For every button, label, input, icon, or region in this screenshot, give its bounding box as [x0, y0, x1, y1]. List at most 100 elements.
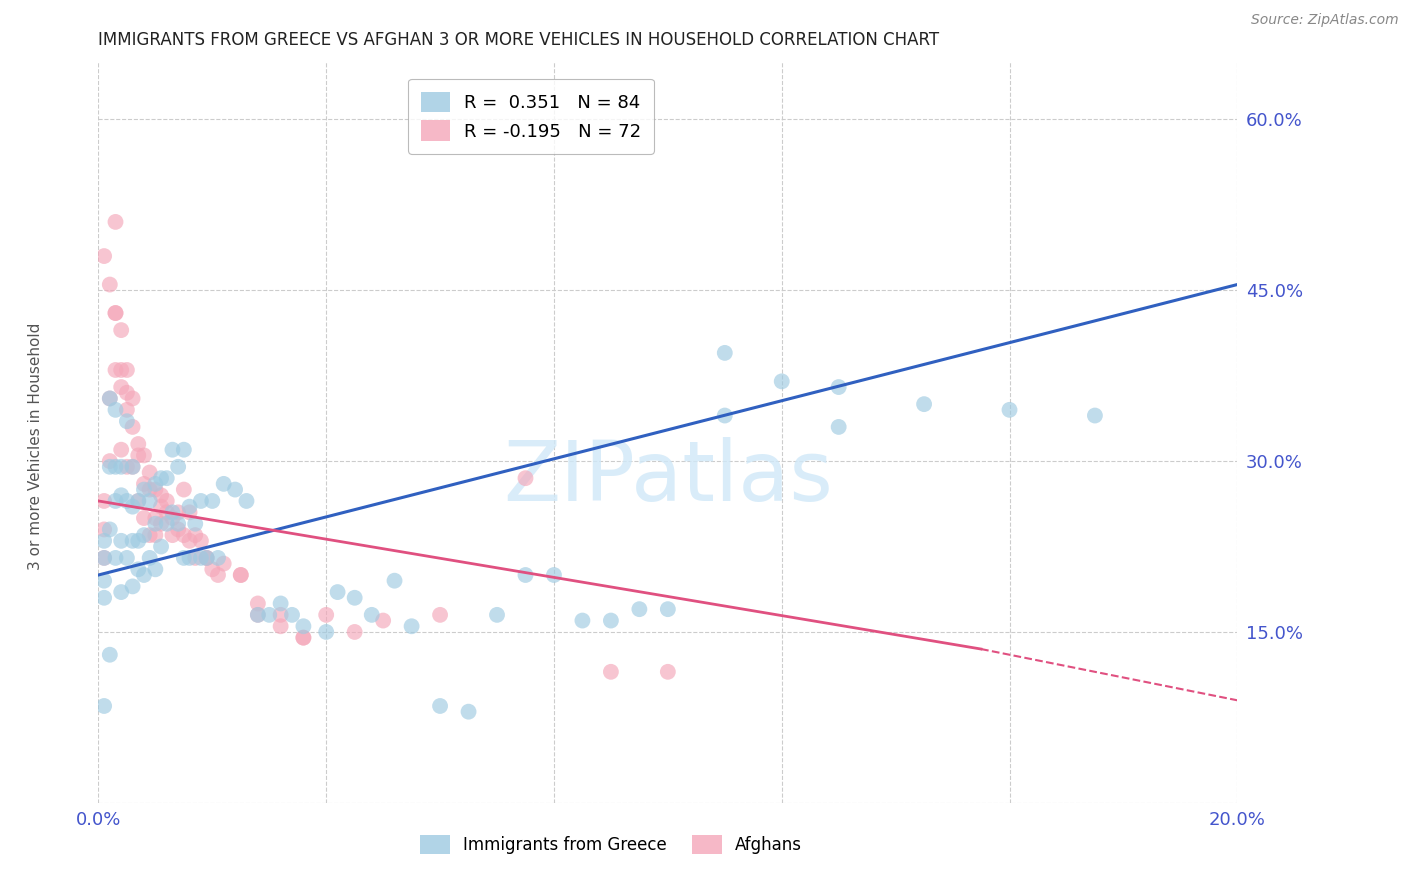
Point	[246, 607, 269, 622]
Point	[207, 568, 229, 582]
Point	[162, 442, 184, 457]
Point	[270, 619, 292, 633]
Point	[515, 568, 537, 582]
Point	[343, 591, 366, 605]
Point	[145, 516, 167, 531]
Point	[270, 607, 292, 622]
Point	[127, 562, 149, 576]
Point	[104, 363, 127, 377]
Point	[145, 562, 167, 576]
Point	[132, 476, 155, 491]
Point	[292, 631, 315, 645]
Point	[145, 511, 167, 525]
Point	[212, 476, 235, 491]
Point	[201, 494, 224, 508]
Point	[115, 550, 138, 565]
Point	[93, 533, 115, 548]
Point	[110, 585, 132, 599]
Point	[93, 574, 115, 588]
Point	[104, 402, 127, 417]
Point	[104, 306, 127, 320]
Point	[104, 494, 127, 508]
Point	[121, 420, 143, 434]
Point	[229, 568, 252, 582]
Point	[224, 483, 246, 497]
Point	[384, 574, 406, 588]
Point	[121, 392, 143, 406]
Point	[127, 494, 149, 508]
Point	[828, 380, 851, 394]
Point	[167, 505, 190, 519]
Text: IMMIGRANTS FROM GREECE VS AFGHAN 3 OR MORE VEHICLES IN HOUSEHOLD CORRELATION CHA: IMMIGRANTS FROM GREECE VS AFGHAN 3 OR MO…	[98, 31, 939, 49]
Point	[150, 500, 173, 514]
Point	[121, 533, 143, 548]
Point	[115, 363, 138, 377]
Point	[998, 402, 1021, 417]
Point	[201, 562, 224, 576]
Point	[110, 488, 132, 502]
Point	[179, 533, 201, 548]
Text: ZIPatlas: ZIPatlas	[503, 436, 832, 517]
Point	[167, 459, 190, 474]
Point	[110, 380, 132, 394]
Point	[93, 698, 115, 713]
Point	[179, 505, 201, 519]
Point	[93, 591, 115, 605]
Point	[326, 585, 349, 599]
Point	[770, 375, 793, 389]
Point	[93, 494, 115, 508]
Point	[115, 414, 138, 428]
Point	[515, 471, 537, 485]
Point	[179, 550, 201, 565]
Point	[110, 363, 132, 377]
Point	[115, 494, 138, 508]
Point	[93, 249, 115, 263]
Point	[150, 488, 173, 502]
Point	[110, 323, 132, 337]
Point	[292, 631, 315, 645]
Point	[132, 568, 155, 582]
Point	[173, 442, 195, 457]
Point	[270, 597, 292, 611]
Point	[912, 397, 935, 411]
Point	[162, 511, 184, 525]
Point	[714, 409, 737, 423]
Point	[195, 550, 218, 565]
Point	[156, 505, 179, 519]
Point	[173, 483, 195, 497]
Point	[121, 459, 143, 474]
Point	[98, 459, 121, 474]
Point	[190, 494, 212, 508]
Point	[173, 528, 195, 542]
Point	[145, 476, 167, 491]
Point	[121, 459, 143, 474]
Point	[190, 550, 212, 565]
Point	[132, 528, 155, 542]
Point	[571, 614, 593, 628]
Point	[132, 449, 155, 463]
Point	[184, 516, 207, 531]
Point	[195, 550, 218, 565]
Point	[1084, 409, 1107, 423]
Point	[121, 579, 143, 593]
Point	[98, 454, 121, 468]
Point	[486, 607, 509, 622]
Point	[115, 459, 138, 474]
Point	[401, 619, 423, 633]
Point	[429, 698, 451, 713]
Point	[138, 528, 160, 542]
Point	[600, 614, 623, 628]
Point	[104, 459, 127, 474]
Legend: Immigrants from Greece, Afghans: Immigrants from Greece, Afghans	[413, 829, 808, 861]
Point	[235, 494, 257, 508]
Point	[121, 500, 143, 514]
Text: 3 or more Vehicles in Household: 3 or more Vehicles in Household	[28, 322, 42, 570]
Point	[98, 648, 121, 662]
Point	[315, 607, 337, 622]
Text: Source: ZipAtlas.com: Source: ZipAtlas.com	[1251, 13, 1399, 28]
Point	[98, 523, 121, 537]
Point	[127, 494, 149, 508]
Point	[229, 568, 252, 582]
Point	[110, 533, 132, 548]
Point	[195, 550, 218, 565]
